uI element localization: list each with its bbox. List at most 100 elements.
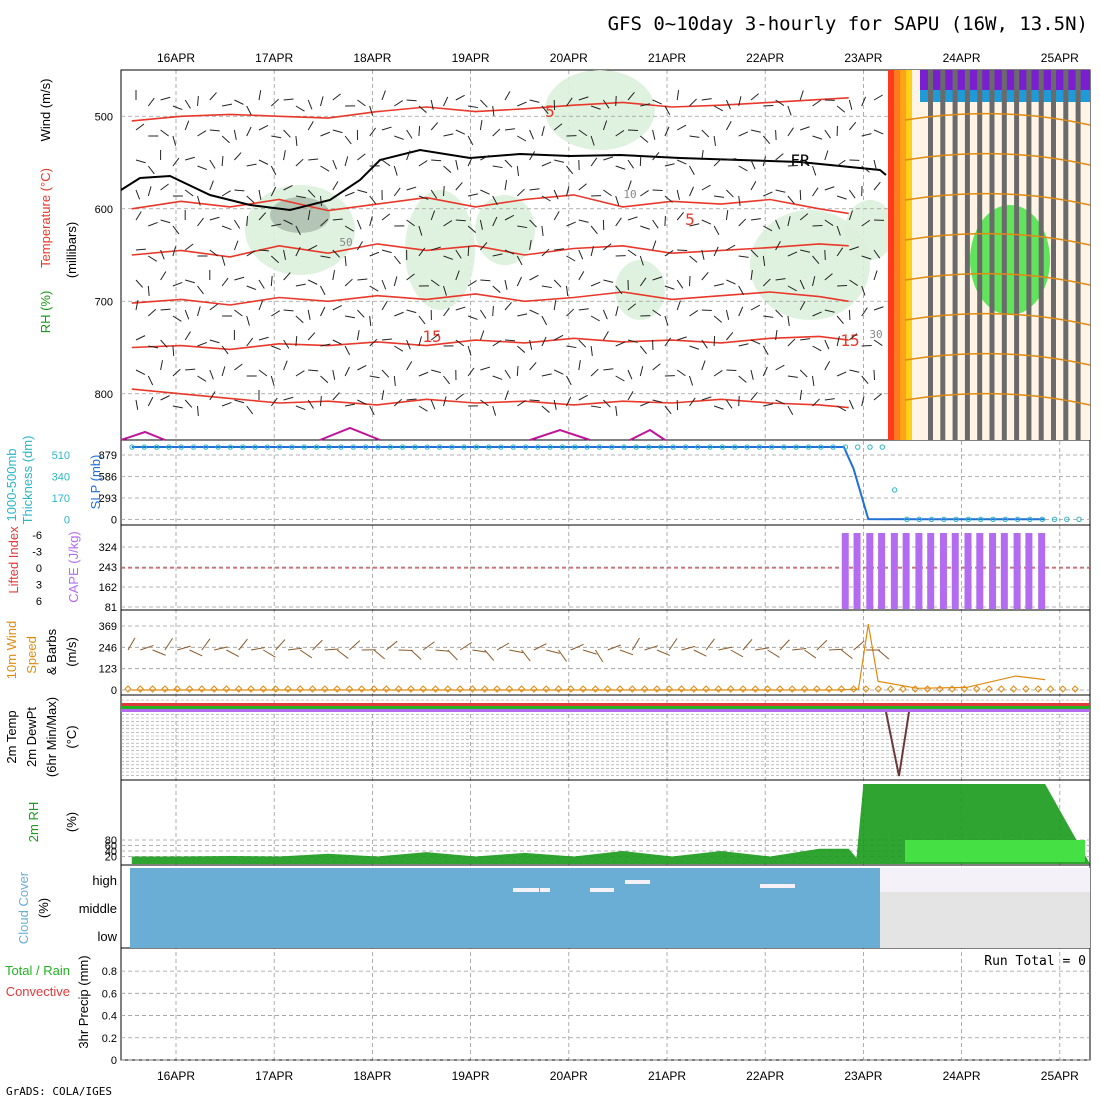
wind-barb: [874, 370, 875, 380]
wind-barb: [530, 275, 539, 280]
wind-barb: [628, 130, 638, 131]
wind-barb: [333, 94, 341, 100]
wind-barb: [677, 250, 687, 251]
cloud-cover-area: [130, 868, 880, 948]
wind-speed-point: [642, 686, 648, 692]
wind-barb: [505, 391, 508, 400]
wind-speed-line: [132, 624, 1045, 690]
cape-bar: [1014, 533, 1021, 609]
wind-barb: [468, 194, 478, 196]
wind-barb: [173, 346, 174, 356]
wind-speed-point: [346, 686, 352, 692]
wind-barb: [739, 166, 748, 171]
wind-barb: [849, 400, 853, 409]
temperature-contour: [132, 336, 849, 349]
wind-barb: [530, 362, 537, 370]
wind-barb: [284, 397, 294, 400]
precip-total-label: Total / Rain: [5, 963, 70, 978]
wind-barb: [419, 161, 427, 166]
wind-barb: [677, 90, 678, 100]
wind-barb: [480, 100, 487, 107]
wind-speed-point: [556, 686, 562, 692]
wind-barb: [161, 360, 163, 370]
x-tick-label-bottom: 19APR: [452, 1069, 490, 1083]
panel-frame-wind: [121, 610, 1090, 695]
wind-barb: [161, 396, 170, 400]
rh-axis-label: RH (%): [38, 291, 53, 334]
wind-barb: [259, 160, 268, 164]
wind-barb: [296, 316, 303, 323]
wind-speed-point: [592, 686, 598, 692]
wind-barb: [837, 196, 847, 199]
wind-barb: [591, 158, 597, 166]
wind-barb: [579, 360, 581, 370]
wind-barb: [173, 316, 181, 321]
wind-barb: [210, 181, 214, 190]
wind-speed-point: [974, 686, 980, 692]
wind10-barb: [817, 640, 827, 650]
wind-speed-point: [174, 686, 180, 692]
wind-speed-point: [629, 686, 635, 692]
wind-barb: [333, 130, 343, 133]
wind-speed-point: [900, 686, 906, 692]
wind-barb: [222, 226, 231, 230]
thickness-tick-label: 0: [64, 515, 70, 527]
anomaly-barb-column: [990, 70, 995, 440]
wind-barb: [382, 160, 390, 166]
wind-barb: [468, 106, 478, 108]
wind-barb: [714, 196, 724, 197]
wind-barb: [185, 100, 190, 108]
wind10-barb: [423, 642, 434, 650]
wind-barb: [345, 346, 350, 355]
wind10-barb: [706, 639, 714, 650]
wind-barb: [530, 400, 540, 401]
wind-barb: [517, 366, 518, 376]
wind-barb: [554, 280, 561, 287]
x-tick-label-bottom: 24APR: [943, 1069, 981, 1083]
anomaly-barb-column: [928, 70, 933, 440]
wind-barb: [751, 130, 761, 132]
cloud-missing-high: [880, 868, 1090, 892]
wind-barb: [296, 136, 297, 146]
wind-barb: [284, 99, 294, 100]
wind-barb: [198, 376, 206, 381]
wind-barb: [677, 160, 686, 164]
x-tick-label-bottom: 25APR: [1041, 1069, 1079, 1083]
x-tick-label-bottom: 18APR: [353, 1069, 391, 1083]
wind-barb: [837, 336, 839, 346]
thickness-point: [880, 445, 884, 449]
cape-bar: [903, 533, 910, 609]
wind10-barb: [386, 641, 397, 650]
cape-tick-label: 243: [99, 562, 117, 574]
wind-barb: [480, 120, 482, 130]
wind-barb: [185, 190, 193, 196]
wind-speed-point: [1072, 686, 1078, 692]
wind-barb: [161, 309, 171, 310]
wind10-barb: [534, 644, 546, 650]
wind10-barb: [559, 650, 567, 661]
wind-barb: [480, 367, 490, 370]
wind-barb: [444, 186, 445, 196]
rh-shading-blob: [615, 260, 665, 320]
wind-barb: [579, 220, 589, 222]
wind10-barb: [522, 650, 531, 661]
wind-barb: [247, 196, 254, 203]
wind-barb: [763, 316, 773, 317]
wind-barb: [628, 217, 638, 220]
wind-barb: [640, 366, 642, 376]
wind-tick-label: 0: [111, 685, 117, 697]
wind-barb: [357, 241, 362, 250]
wind-barb: [382, 214, 390, 220]
wind-barb: [247, 406, 253, 414]
wind-barb: [357, 279, 367, 280]
wind-barb: [690, 346, 699, 349]
wind-barb: [370, 286, 379, 291]
rh-tick-label: 20: [105, 852, 117, 864]
wind-speed-point: [740, 686, 746, 692]
wind-barb: [813, 100, 821, 106]
wind-barb: [357, 154, 365, 160]
wind-barb: [739, 196, 740, 206]
temperature-axis-label: Temperature (°C): [38, 168, 53, 268]
wind-barb: [234, 364, 242, 370]
